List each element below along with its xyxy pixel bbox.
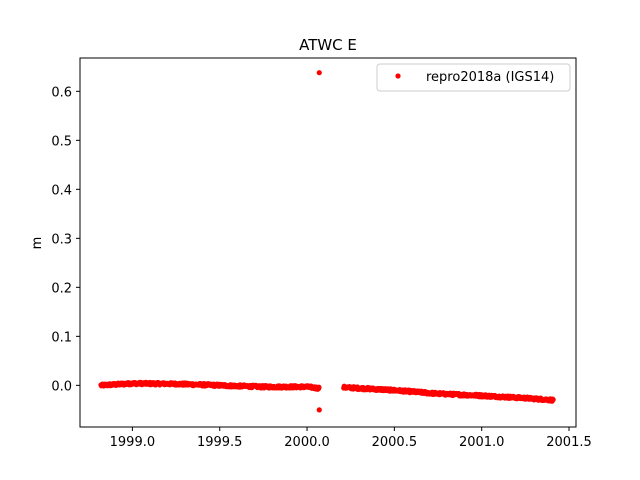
- y-tick-label: 0.5: [51, 134, 72, 149]
- legend: repro2018a (IGS14): [376, 63, 571, 92]
- x-tick-label: 1999.5: [197, 435, 243, 450]
- x-tick-label: 1999.0: [110, 435, 156, 450]
- x-axis-ticks: 1999.0 1999.5 2000.0 2000.5 2001.0 2001.5: [110, 427, 592, 450]
- y-tick-label: 0.6: [51, 85, 72, 100]
- legend-marker: [395, 73, 401, 79]
- data-point: [316, 384, 322, 390]
- y-tick-label: 0.4: [51, 183, 72, 198]
- chart-title: ATWC E: [299, 36, 357, 54]
- x-tick-label: 2001.5: [546, 435, 592, 450]
- y-tick-label: 0.0: [51, 379, 72, 394]
- y-axis-label: m: [30, 237, 45, 250]
- plot-frame: [79, 57, 577, 428]
- legend-box: [376, 63, 571, 92]
- data-points: [98, 70, 556, 413]
- y-axis-ticks: 0.0 0.1 0.2 0.3 0.4 0.5 0.6: [51, 85, 80, 394]
- x-tick-label: 2000.5: [372, 435, 418, 450]
- x-tick-label: 2000.0: [284, 435, 330, 450]
- y-tick-label: 0.2: [51, 281, 72, 296]
- legend-label: repro2018a (IGS14): [426, 70, 554, 85]
- y-tick-label: 0.1: [51, 330, 72, 345]
- data-point: [550, 397, 556, 403]
- y-tick-label: 0.3: [51, 232, 72, 247]
- x-tick-label: 2001.0: [459, 435, 505, 450]
- data-point: [316, 407, 322, 413]
- data-point: [316, 70, 322, 76]
